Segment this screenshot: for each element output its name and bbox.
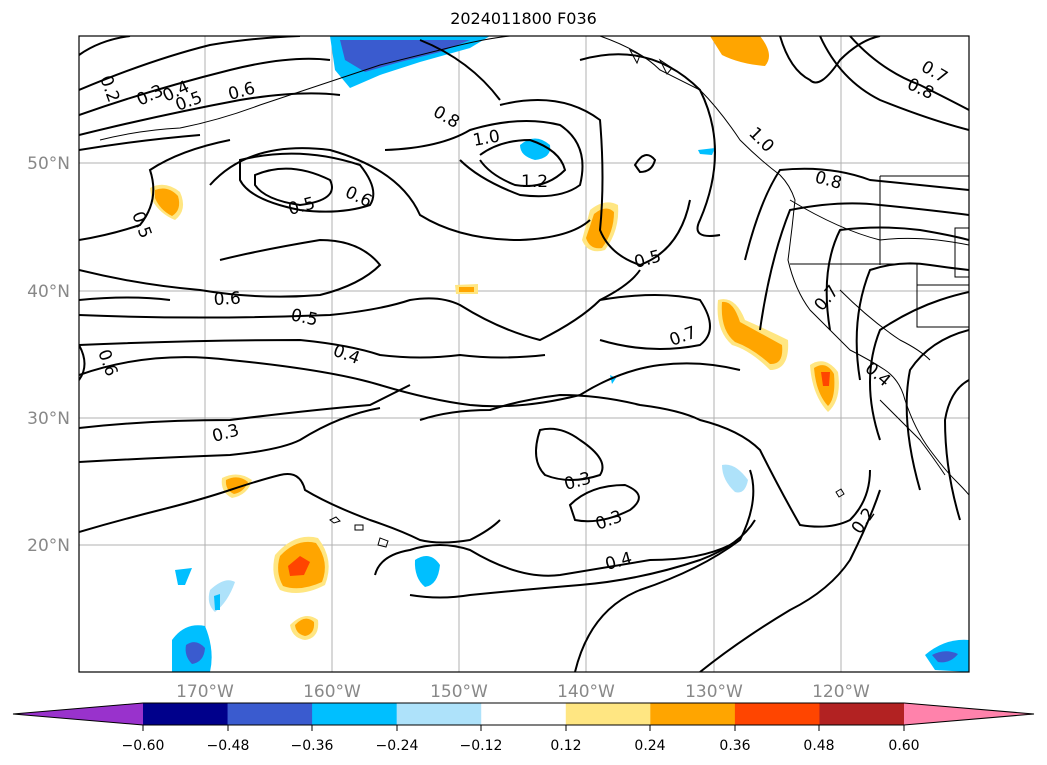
- blue-patch-hawaii-east: [414, 556, 440, 587]
- contour-label: 0.6: [213, 289, 241, 310]
- shaded-patches: [150, 36, 969, 672]
- colorbar-tick-label: 0.24: [634, 738, 665, 754]
- lon-label-120w: 120°W: [812, 682, 870, 702]
- orange-patch-47n: [155, 188, 180, 216]
- red-patch-hawaii: [288, 556, 310, 576]
- colorbar-segment: [143, 703, 229, 725]
- blue-patch-sw1: [175, 568, 192, 585]
- colorbar-tick-label: −0.48: [207, 738, 250, 754]
- blue-patch-se-core: [932, 651, 958, 663]
- colorbar-segment: [565, 703, 651, 725]
- lat-label-20n: 20°N: [27, 536, 70, 556]
- lon-label-150w: 150°W: [430, 682, 488, 702]
- colorbar-extend-right: [904, 703, 1034, 725]
- colorbar-extend-left: [13, 703, 143, 725]
- lon-label-160w: 160°W: [303, 682, 361, 702]
- colorbar-tick-label: 0.48: [803, 738, 834, 754]
- contour-label: 1.0: [471, 127, 501, 151]
- colorbar-segment: [227, 703, 313, 725]
- blue-patch-sw3-core: [185, 642, 205, 664]
- colorbar-segment: [734, 703, 820, 725]
- coastlines: [99, 36, 969, 548]
- red-patch-121w: [821, 372, 830, 386]
- lat-label-40n: 40°N: [27, 282, 70, 302]
- orange-patch-south: [295, 618, 315, 636]
- blue-patch-145w: [520, 138, 551, 160]
- contour-lines: [79, 36, 969, 672]
- colorbar-tick-label: 0.36: [719, 738, 750, 754]
- orange-patch-north: [710, 36, 769, 66]
- colorbar-tick-label: −0.60: [122, 738, 165, 754]
- lat-label-50n: 50°N: [27, 154, 70, 174]
- lon-label-130w: 130°W: [685, 682, 743, 702]
- colorbar-segments: [143, 703, 905, 725]
- map-plot-area: 0.2 0.3 0.4 0.5 0.6 0.7 0.8 1.0 0.8 0.5 …: [79, 36, 969, 672]
- colorbar-tick-label: −0.36: [291, 738, 334, 754]
- blue-patch-130w: [722, 464, 748, 493]
- contour-label: 1.2: [521, 172, 548, 192]
- lat-label-30n: 30°N: [27, 409, 70, 429]
- orange-patch-40n: [459, 287, 474, 292]
- map-frame: [78, 35, 970, 673]
- colorbar-tick-label: −0.24: [376, 738, 419, 754]
- colorbar-tick-label: 0.12: [550, 738, 581, 754]
- colorbar-segment: [312, 703, 398, 725]
- colorbar-tick-label: −0.12: [460, 738, 503, 754]
- lon-label-140w: 140°W: [557, 682, 615, 702]
- colorbar: −0.60 −0.48 −0.36 −0.24 −0.12 0.12 0.24 …: [12, 702, 1035, 754]
- colorbar-segment: [650, 703, 736, 725]
- colorbar-segment: [396, 703, 482, 725]
- orange-patch-128w: [721, 301, 783, 365]
- longitude-labels: 170°W 160°W 150°W 140°W 130°W 120°W: [176, 682, 870, 702]
- colorbar-tick-label: 0.60: [888, 738, 919, 754]
- lon-label-170w: 170°W: [176, 682, 234, 702]
- latitude-labels: 50°N 40°N 30°N 20°N: [27, 154, 70, 556]
- colorbar-segment: [481, 703, 567, 725]
- colorbar-ticks: −0.60 −0.48 −0.36 −0.24 −0.12 0.12 0.24 …: [122, 725, 920, 754]
- blue-patch-sw2-core: [214, 594, 220, 610]
- map-title: 2024011800 F036: [450, 9, 597, 28]
- blue-patch-coast: [698, 148, 715, 155]
- colorbar-segment: [819, 703, 905, 725]
